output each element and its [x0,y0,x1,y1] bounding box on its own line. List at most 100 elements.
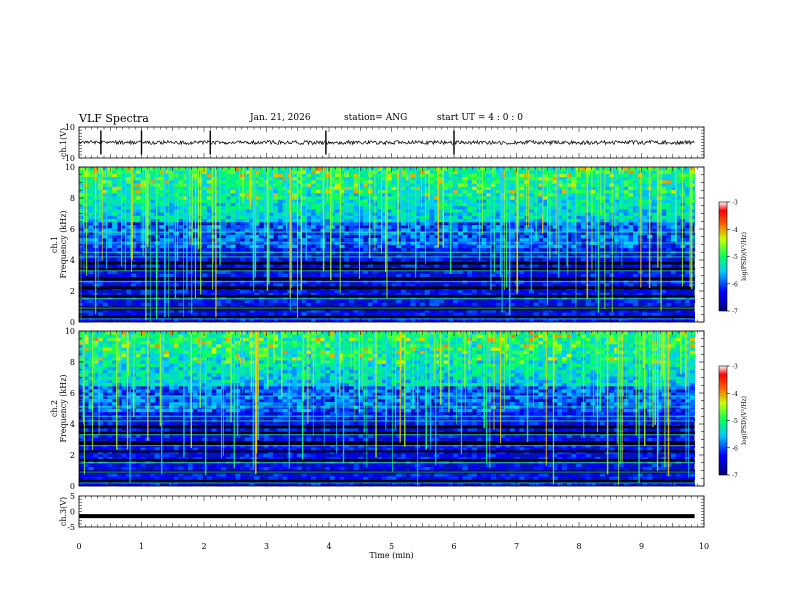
spectrogram-ch1-cell [79,231,85,236]
spectrogram-ch1-cell [401,302,407,307]
spectrogram-ch1-cell [131,189,137,194]
spectrogram-ch1-cell [325,244,331,249]
spectrogram-ch1-cell [211,202,217,207]
spectrogram-ch1-cell [666,192,672,197]
spectrogram-ch1-cell [419,283,426,287]
spectrogram-ch1-cell [358,254,364,258]
spectrogram-ch1-cell [116,218,123,223]
spectrogram-ch1-cell [164,208,170,213]
spectrogram-ch1-cell [263,296,269,300]
spectrogram-ch1-cell [320,309,326,313]
spectrogram-ch1-cell [396,283,402,287]
spectrogram-ch1-cell [666,312,672,316]
spectrogram-ch1-cell [590,289,596,294]
spectrogram-ch1-cell [329,228,336,232]
spectrogram-ch1-cell [159,202,165,207]
spectrogram-ch1-cell [595,199,601,203]
spectrogram-ch1-cell [131,196,137,200]
spectrogram-ch1-cell [339,179,345,184]
spectrogram-ch1-cell [661,218,667,223]
spectrogram-ch1-cell [164,186,170,191]
spectrogram-ch1-cell [453,221,459,226]
spectrogram-ch1-cell [618,273,624,278]
spectrogram-ch1-cell [401,238,407,242]
spectrogram-ch1-cell [320,270,326,274]
spectrogram-ch1-cell [689,318,696,323]
spectrogram-ch1-cell [590,283,596,287]
spectrogram-ch1-cell [438,263,445,268]
spectrogram-ch1-cell [576,186,582,191]
spectrogram-ch1-cell [348,215,355,220]
spectrogram-ch1-cell [401,173,407,178]
spectrogram-ch1-cell [263,250,269,255]
spectrogram-ch1-cell [240,309,246,313]
spectrogram-ch1-cell [112,231,118,236]
spectrogram-ch1-cell [623,179,629,184]
spectrogram-ch1-cell [263,221,269,226]
spectrogram-ch1-cell [88,250,94,255]
spectrogram-ch1-cell [348,205,355,210]
spectrogram-ch1-cell [410,221,416,226]
spectrogram-ch1-cell [88,183,94,187]
spectrogram-ch1-cell [410,173,416,178]
spectrogram-ch1-cell [524,292,530,297]
spectrogram-ch1-cell [159,186,165,191]
spectrogram-ch1-cell [576,173,582,178]
spectrogram-ch1-cell [495,192,501,197]
spectrogram-ch1-cell [505,257,511,262]
spectrogram-ch1-cell [486,215,492,220]
spectrogram-ch1-cell [211,167,217,171]
spectrogram-ch1-cell [419,254,426,258]
spectrogram-ch1-cell [344,296,350,300]
spectrogram-ch1-cell [391,218,397,223]
spectrogram-ch1-cell [79,228,85,232]
spectrogram-ch1-cell [258,263,265,268]
spectrogram-ch1-cell [661,205,667,210]
spectrogram-ch1-cell [491,231,497,236]
spectrogram-ch1-cell [419,176,426,181]
spectrogram-ch1-cell [491,183,497,187]
spectrogram-ch1-cell [443,176,449,181]
spectrogram-ch1-cell [538,183,544,187]
spectrogram-ch1-cell [173,244,179,249]
spectrogram-ch1-cell [675,247,681,252]
spectrogram-ch1-cell [254,296,260,300]
spectrogram-ch1-cell [221,299,227,304]
spectrogram-ch1-cell [401,212,407,216]
spectrogram-ch1-cell [599,192,606,197]
spectrogram-ch1-cell [240,231,246,236]
spectrogram-ch1-cell [486,225,492,229]
spectrogram-ch1-cell [434,208,440,213]
spectrogram-ch1-cell [595,179,601,184]
spectrogram-ch1-cell [495,283,501,287]
spectrogram-ch1-cell [306,199,312,203]
spectrogram-ch1-cell [557,176,563,181]
spectrogram-ch1-cell [325,234,331,239]
spectrogram-ch1-cell [306,231,312,236]
spectrogram-ch1-cell [197,283,203,287]
spectrogram-ch1-cell [424,199,430,203]
spectrogram-ch1-cell [462,221,468,226]
spectrogram-ch1-cell [628,176,634,181]
spectrogram-ch1-cell [424,218,430,223]
spectrogram-ch1-cell [552,218,558,223]
spectrogram-ch1-cell [391,257,397,262]
spectrogram-ch1-cell [599,228,606,232]
spectrogram-ch1-cell [604,218,610,223]
spectrogram-ch1-cell [164,231,170,236]
spectrogram-ch1-cell [481,189,487,194]
spectrogram-ch1-cell [187,186,194,191]
spectrogram-ch1-cell [325,296,331,300]
spectrogram-ch1-cell [211,176,217,181]
spectrogram-ch1-cell [462,225,468,229]
spectrogram-ch1-cell [301,202,307,207]
spectrogram-ch1-cell [202,183,208,187]
spectrogram-ch1-cell [386,202,392,207]
spectrogram-ch1-cell [296,170,302,174]
spectrogram-ch1-cell [268,176,274,181]
spectrogram-ch1-cell [107,208,113,213]
spectrogram-ch1-cell [405,312,411,316]
spectrogram-ch1-cell [325,176,331,181]
spectrogram-ch1-cell [457,231,463,236]
spectrogram-ch1-cell [675,205,681,210]
